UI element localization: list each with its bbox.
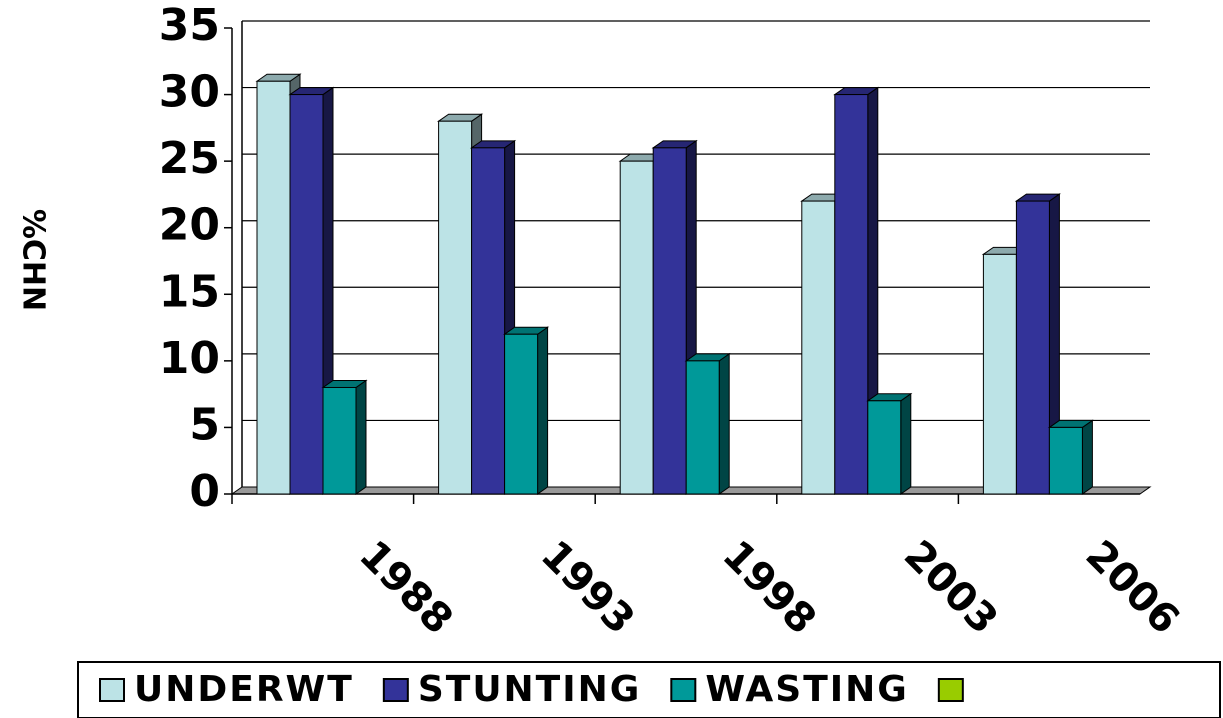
legend-swatch (99, 678, 125, 702)
y-tick-label: 25 (159, 133, 220, 184)
bar (801, 200, 836, 495)
y-tick-label: 0 (189, 466, 220, 517)
legend-label: WASTING (705, 669, 909, 710)
y-tick-label: 15 (159, 266, 220, 317)
x-tick-label: 1993 (532, 532, 643, 643)
bar (982, 253, 1017, 495)
bar (322, 386, 357, 495)
bar (1015, 200, 1050, 495)
bar (438, 120, 473, 495)
x-tick-label: 2006 (1077, 532, 1188, 643)
bar (256, 80, 291, 495)
legend-box (77, 661, 1221, 718)
bar-side (355, 379, 367, 495)
x-tick-label: 1998 (714, 532, 825, 643)
x-tick-label: 1988 (350, 532, 461, 643)
bar-side (537, 326, 549, 495)
y-tick-label: 5 (189, 399, 220, 450)
bar (685, 360, 720, 495)
bar (504, 333, 539, 495)
x-tick-label: 2003 (895, 532, 1006, 643)
bar-side (1081, 419, 1093, 495)
bar (867, 400, 902, 495)
bar (619, 160, 654, 495)
y-tick-label: 35 (159, 0, 220, 51)
bar (652, 147, 687, 495)
bar (471, 147, 506, 495)
legend-swatch (937, 678, 964, 702)
y-tick-label: 30 (159, 67, 220, 118)
y-tick-label: 10 (159, 333, 220, 384)
bar (834, 94, 869, 495)
legend-swatch (382, 678, 409, 702)
legend-label: UNDERWT (134, 669, 354, 710)
y-axis-label: %CHN (16, 209, 51, 311)
y-tick-label: 20 (159, 200, 220, 251)
bar (1048, 426, 1083, 495)
bar (289, 94, 324, 495)
bar-side (718, 352, 730, 495)
legend-label: STUNTING (418, 669, 641, 710)
bar-side (900, 392, 912, 495)
legend-swatch (670, 678, 697, 702)
